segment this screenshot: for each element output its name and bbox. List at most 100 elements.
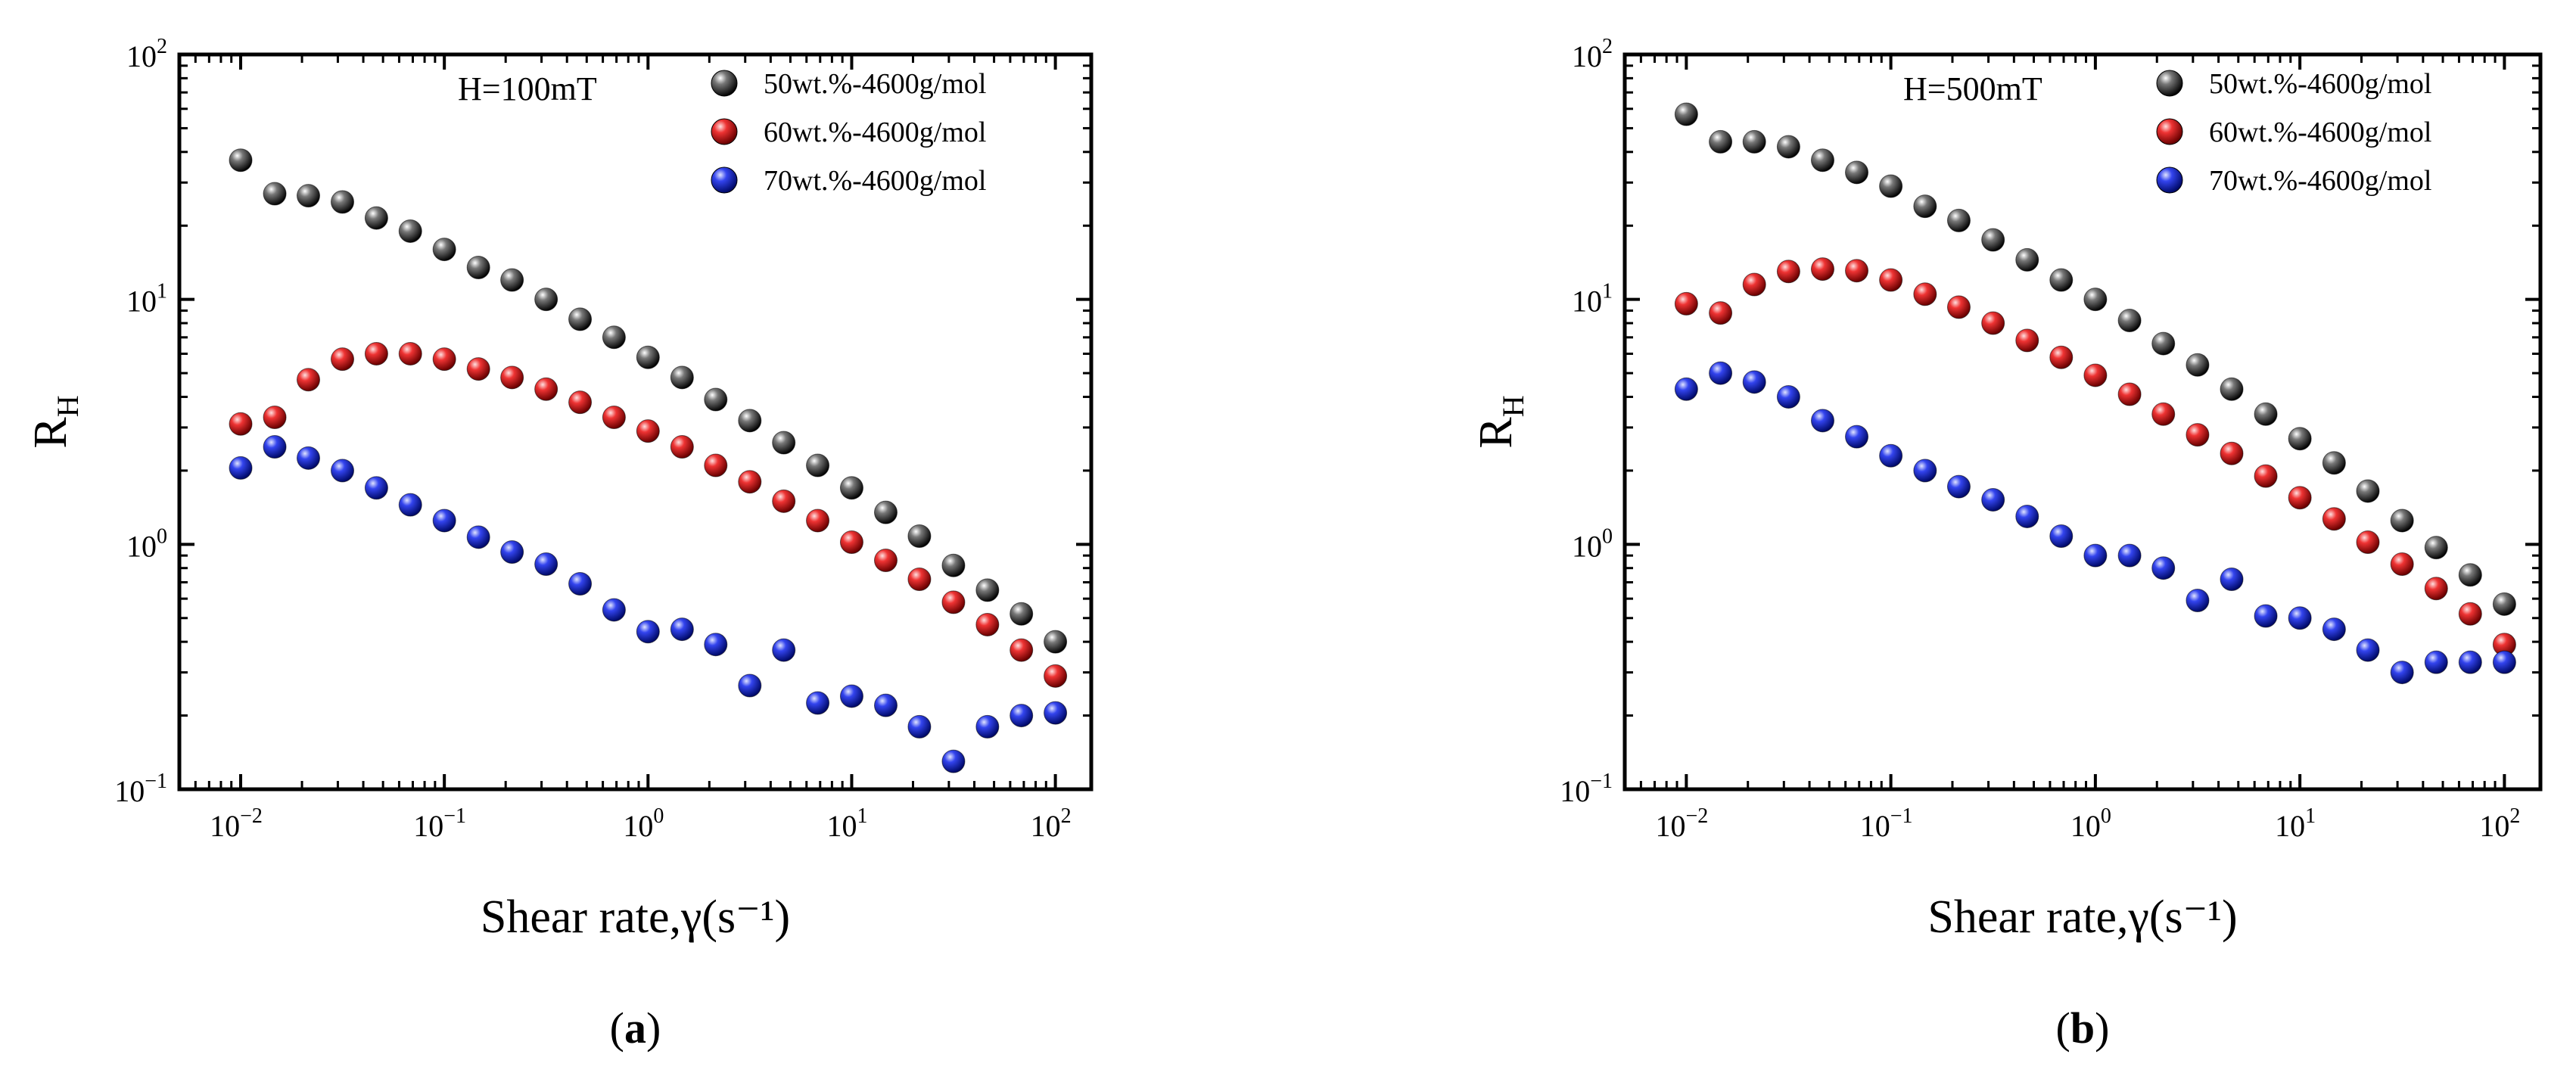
data-point bbox=[636, 419, 660, 443]
data-point bbox=[602, 325, 626, 350]
data-point bbox=[941, 590, 966, 614]
x-tick-label: 10−1 bbox=[413, 804, 466, 843]
data-point bbox=[2458, 602, 2482, 626]
data-point bbox=[466, 525, 490, 549]
data-point bbox=[2356, 479, 2380, 503]
data-point bbox=[568, 390, 593, 415]
x-tick-label: 102 bbox=[1031, 804, 1072, 843]
data-point bbox=[296, 446, 320, 470]
data-point bbox=[2186, 353, 2210, 377]
data-point bbox=[2083, 543, 2108, 568]
data-point bbox=[229, 456, 253, 480]
data-point bbox=[331, 190, 355, 214]
panel-label: (b) bbox=[2056, 1003, 2110, 1053]
data-point bbox=[1810, 148, 1834, 173]
data-point bbox=[941, 749, 966, 773]
data-point bbox=[2220, 441, 2244, 465]
field-annotation: H=100mT bbox=[458, 70, 597, 107]
data-point bbox=[670, 617, 694, 642]
legend-marker bbox=[2156, 118, 2183, 145]
field-annotation: H=500mT bbox=[1903, 70, 2042, 107]
data-point bbox=[1674, 377, 1698, 401]
data-point bbox=[839, 530, 863, 555]
data-point bbox=[1709, 361, 1733, 385]
data-point bbox=[2424, 577, 2448, 601]
x-tick-base: 10 bbox=[1031, 809, 1061, 843]
x-tick-label: 10−1 bbox=[1860, 804, 1913, 843]
data-point bbox=[2424, 536, 2448, 560]
data-point bbox=[2117, 309, 2142, 333]
data-point bbox=[2424, 650, 2448, 674]
data-point bbox=[1879, 268, 1903, 292]
data-point bbox=[602, 406, 626, 430]
y-tick-base: 10 bbox=[126, 529, 157, 563]
data-point bbox=[534, 288, 558, 312]
x-tick-label: 101 bbox=[2275, 804, 2316, 843]
data-point bbox=[2356, 530, 2380, 555]
x-tick-label: 10−2 bbox=[210, 804, 263, 843]
data-point bbox=[1913, 194, 1937, 219]
data-point bbox=[1946, 474, 1971, 499]
data-point bbox=[2083, 363, 2108, 387]
data-point bbox=[839, 684, 863, 708]
plot-frame bbox=[177, 52, 1094, 792]
data-point bbox=[907, 568, 932, 592]
data-point bbox=[1044, 664, 1068, 688]
data-point bbox=[500, 268, 524, 292]
legend-label: 50wt.%-4600g/mol bbox=[764, 68, 986, 100]
data-point bbox=[1010, 602, 1034, 626]
x-tick-label: 102 bbox=[2479, 804, 2520, 843]
data-point bbox=[2117, 382, 2142, 406]
legend-label: 50wt.%-4600g/mol bbox=[2209, 68, 2431, 100]
data-point bbox=[2254, 464, 2278, 488]
y-tick-label: 101 bbox=[1572, 280, 1613, 319]
x-tick-base: 10 bbox=[826, 809, 857, 843]
data-point bbox=[704, 633, 728, 657]
data-point bbox=[907, 524, 932, 549]
data-point bbox=[2322, 617, 2346, 642]
data-point bbox=[568, 307, 593, 331]
data-point bbox=[1674, 291, 1698, 316]
data-point bbox=[398, 493, 422, 517]
legend-label: 70wt.%-4600g/mol bbox=[2209, 165, 2431, 197]
x-tick-base: 10 bbox=[210, 809, 240, 843]
data-point bbox=[873, 693, 898, 717]
data-point bbox=[263, 435, 287, 459]
data-point bbox=[2049, 524, 2074, 549]
data-point bbox=[500, 540, 524, 565]
data-point bbox=[2083, 288, 2108, 312]
data-point bbox=[1913, 459, 1937, 483]
y-axis-label-subscript: H bbox=[1496, 395, 1530, 417]
y-tick-base: 10 bbox=[126, 285, 157, 319]
plot-frame bbox=[1622, 52, 2543, 792]
y-tick-label: 100 bbox=[1572, 524, 1613, 563]
data-point bbox=[296, 368, 320, 392]
data-point bbox=[636, 620, 660, 644]
y-tick-exponent: 0 bbox=[157, 524, 167, 548]
data-point bbox=[1845, 425, 1869, 449]
data-point bbox=[398, 219, 422, 243]
data-point bbox=[1946, 295, 1971, 319]
data-point bbox=[670, 365, 694, 390]
x-tick-exponent: 1 bbox=[857, 804, 867, 828]
data-point bbox=[738, 470, 762, 494]
data-point bbox=[772, 489, 796, 513]
data-point bbox=[1742, 129, 1766, 154]
data-point bbox=[1981, 487, 2005, 512]
data-point bbox=[331, 347, 355, 372]
x-tick-exponent: 2 bbox=[1061, 804, 1072, 828]
data-point bbox=[229, 148, 253, 173]
data-point bbox=[1044, 630, 1068, 654]
x-axis-label: Shear rate,γ(s⁻¹) bbox=[481, 891, 790, 943]
data-point bbox=[1776, 260, 1800, 284]
data-point bbox=[432, 347, 456, 372]
data-point bbox=[1010, 704, 1034, 728]
data-point bbox=[772, 431, 796, 455]
data-point bbox=[2254, 402, 2278, 426]
data-point bbox=[296, 184, 320, 208]
data-point bbox=[772, 638, 796, 662]
y-tick-exponent: 2 bbox=[157, 35, 167, 58]
legend-marker bbox=[2156, 70, 2183, 97]
